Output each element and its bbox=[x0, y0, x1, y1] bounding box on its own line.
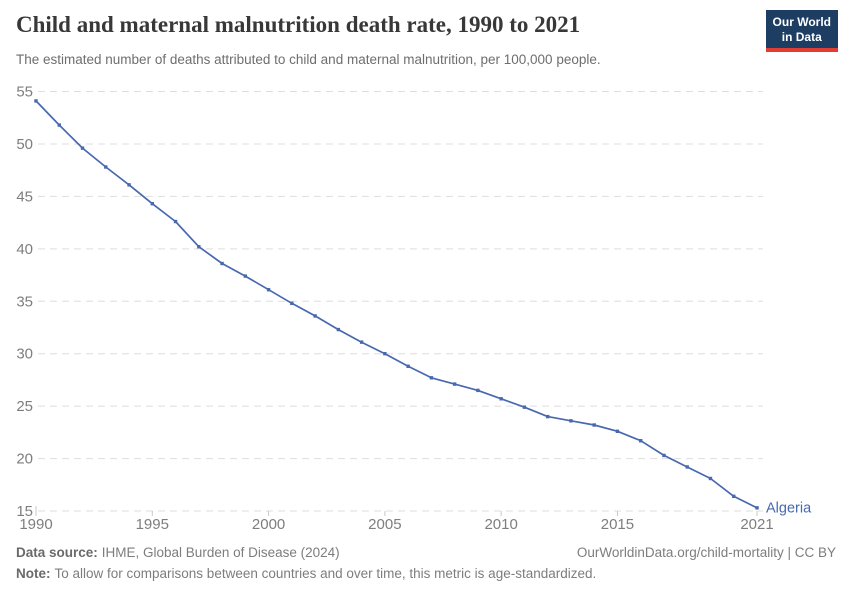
x-tick-label: 2021 bbox=[740, 516, 773, 533]
chart-subtitle: The estimated number of deaths attribute… bbox=[16, 52, 601, 67]
owid-logo-line2: in Data bbox=[781, 29, 822, 44]
y-tick-label: 45 bbox=[16, 188, 33, 205]
data-point[interactable] bbox=[34, 99, 38, 103]
y-tick-label: 35 bbox=[16, 293, 33, 310]
data-point[interactable] bbox=[406, 364, 410, 368]
data-point[interactable] bbox=[522, 405, 527, 409]
x-tick-label: 2000 bbox=[252, 516, 285, 533]
x-tick-label: 2005 bbox=[368, 516, 401, 533]
data-point[interactable] bbox=[383, 351, 387, 356]
data-point[interactable] bbox=[336, 327, 341, 332]
y-tick-label: 20 bbox=[16, 451, 33, 468]
data-source-label: Data source: bbox=[16, 545, 98, 560]
x-tick-label: 1995 bbox=[136, 516, 169, 533]
footer: Data source: IHME, Global Burden of Disea… bbox=[16, 545, 836, 560]
owid-citation-link[interactable]: OurWorldinData.org/child-mortality | CC … bbox=[576, 545, 836, 560]
data-point[interactable] bbox=[662, 453, 666, 458]
data-point[interactable] bbox=[569, 419, 573, 423]
x-tick-label: 2010 bbox=[484, 516, 517, 533]
data-point[interactable] bbox=[150, 202, 154, 206]
data-point[interactable] bbox=[127, 183, 131, 187]
data-point[interactable] bbox=[266, 288, 271, 292]
data-point[interactable] bbox=[80, 146, 85, 150]
series-end-label[interactable]: Algeria bbox=[766, 500, 812, 516]
data-point[interactable] bbox=[592, 423, 596, 427]
data-point[interactable] bbox=[173, 219, 178, 224]
data-point[interactable] bbox=[359, 340, 364, 344]
data-point[interactable] bbox=[499, 397, 503, 401]
data-point[interactable] bbox=[476, 388, 480, 393]
data-point[interactable] bbox=[104, 165, 108, 169]
data-point[interactable] bbox=[708, 476, 713, 481]
note-line: Note: To allow for comparisons between co… bbox=[16, 566, 836, 581]
owid-logo[interactable]: Our World in Data bbox=[765, 10, 838, 53]
y-tick-label: 55 bbox=[16, 84, 33, 101]
y-tick-label: 30 bbox=[16, 346, 33, 363]
x-tick-label: 1990 bbox=[19, 516, 52, 533]
x-tick-label: 2015 bbox=[601, 516, 634, 533]
data-point[interactable] bbox=[452, 382, 457, 386]
data-point[interactable] bbox=[639, 439, 643, 443]
data-point[interactable] bbox=[220, 261, 224, 266]
data-point[interactable] bbox=[57, 123, 61, 127]
y-tick-label: 15 bbox=[16, 503, 33, 520]
data-point[interactable] bbox=[685, 465, 689, 469]
series-line-algeria[interactable] bbox=[35, 100, 758, 509]
data-point[interactable] bbox=[429, 376, 434, 380]
data-point[interactable] bbox=[313, 314, 317, 318]
data-source-line: Data source: IHME, Global Burden of Disea… bbox=[16, 545, 340, 560]
note-value: To allow for comparisons between countri… bbox=[54, 566, 597, 581]
owid-logo-line1: Our World bbox=[772, 15, 831, 29]
y-tick-label: 25 bbox=[16, 398, 33, 415]
data-point[interactable] bbox=[197, 245, 201, 249]
data-source-value: IHME, Global Burden of Disease (2024) bbox=[101, 545, 340, 560]
data-point[interactable] bbox=[615, 429, 620, 433]
data-point[interactable] bbox=[732, 494, 736, 499]
data-point[interactable] bbox=[755, 506, 759, 510]
note-label: Note: bbox=[16, 566, 51, 581]
page-title: Child and maternal malnutrition death ra… bbox=[16, 12, 581, 37]
data-point[interactable] bbox=[545, 414, 550, 419]
data-point[interactable] bbox=[290, 301, 294, 306]
y-tick-label: 50 bbox=[16, 136, 33, 153]
y-tick-label: 40 bbox=[16, 241, 33, 258]
data-point[interactable] bbox=[243, 274, 248, 278]
